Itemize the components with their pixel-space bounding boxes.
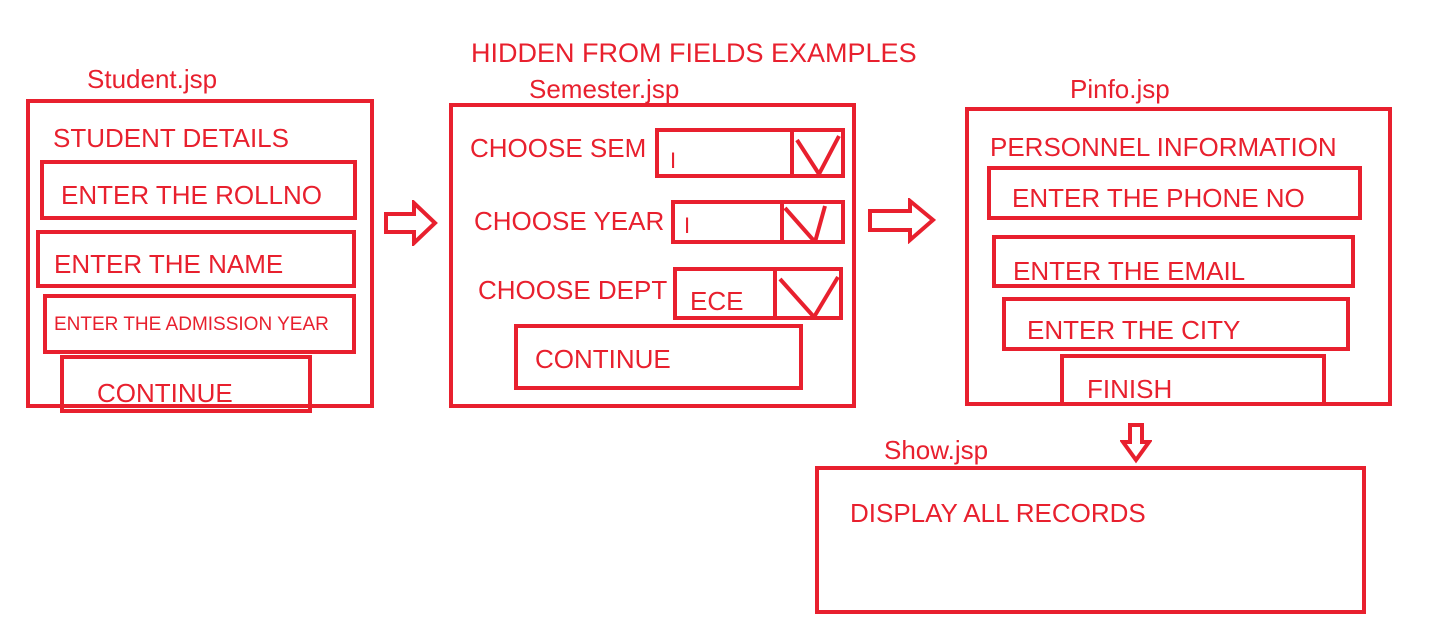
year-select[interactable] <box>671 200 845 244</box>
arrow-right-icon <box>384 200 438 246</box>
year-select-value: I <box>684 213 691 238</box>
dept-select-value: ECE <box>690 286 744 316</box>
semester-continue-label: CONTINUE <box>535 344 671 374</box>
student-continue-label: CONTINUE <box>97 378 233 408</box>
display-records-text: DISPLAY ALL RECORDS <box>850 498 1146 528</box>
dropdown-icon[interactable] <box>779 200 845 244</box>
arrow-right-icon <box>868 198 936 244</box>
name-input-label: ENTER THE NAME <box>54 249 284 279</box>
email-input[interactable] <box>992 235 1355 288</box>
finish-button-label: FINISH <box>1087 374 1173 404</box>
email-input-label: ENTER THE EMAIL <box>1013 256 1246 286</box>
phone-input-label: ENTER THE PHONE NO <box>1012 183 1305 213</box>
name-input[interactable] <box>36 230 356 288</box>
rollno-input[interactable] <box>40 160 357 220</box>
semester-page-filename: Semester.jsp <box>529 74 680 104</box>
admission-year-input[interactable] <box>43 294 356 354</box>
diagram-heading: HIDDEN FROM FIELDS EXAMPLES <box>471 38 917 68</box>
student-continue-button[interactable] <box>60 355 312 413</box>
choose-sem-label: CHOOSE SEM <box>470 133 647 163</box>
dept-select[interactable] <box>673 267 843 320</box>
rollno-input-label: ENTER THE ROLLNO <box>61 180 323 210</box>
student-page-filename: Student.jsp <box>87 64 218 94</box>
choose-year-label: CHOOSE YEAR <box>474 206 665 236</box>
sem-select[interactable] <box>655 128 845 178</box>
admission-year-input-label: ENTER THE ADMISSION YEAR <box>54 314 329 335</box>
choose-dept-label: CHOOSE DEPT <box>478 275 668 305</box>
arrow-down-icon <box>1120 423 1152 464</box>
show-page-frame <box>815 466 1366 614</box>
semester-page-frame <box>449 103 856 408</box>
student-details-title: STUDENT DETAILS <box>53 123 289 153</box>
phone-input[interactable] <box>987 166 1362 220</box>
city-input-label: ENTER THE CITY <box>1027 315 1241 345</box>
personnel-info-title: PERSONNEL INFORMATION <box>990 132 1337 162</box>
show-page-filename: Show.jsp <box>884 435 989 465</box>
semester-continue-button[interactable] <box>514 324 803 390</box>
student-page-frame <box>26 99 374 408</box>
city-input[interactable] <box>1002 297 1350 351</box>
dropdown-icon[interactable] <box>772 267 843 320</box>
finish-button[interactable] <box>1060 354 1326 406</box>
dropdown-icon[interactable] <box>789 128 845 178</box>
sem-select-value: I <box>670 148 677 173</box>
pinfo-page-filename: Pinfo.jsp <box>1070 74 1170 104</box>
